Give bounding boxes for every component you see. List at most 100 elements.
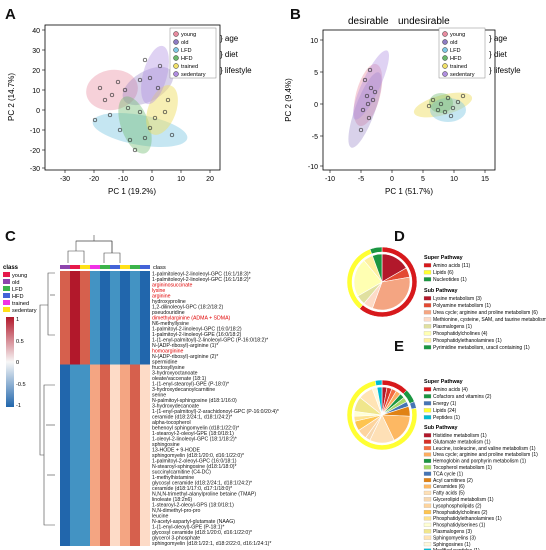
heatmap-cell [70,315,80,321]
heatmap-cell [120,540,130,546]
heatmap-cell [120,419,130,425]
heatmap-cell [140,375,150,381]
heatmap-cell [130,397,140,403]
heatmap-cell [80,337,90,343]
heatmap-cell [110,524,120,530]
heatmap-cell [60,513,70,519]
heatmap-cell [110,298,120,304]
legend-swatch [423,535,432,540]
heatmap-row-label: oleate/vaccenate (18:1) [152,376,206,382]
heatmap-cell [80,287,90,293]
c-class-legend: young old LFD HFD trained sedentary [3,272,37,314]
heatmap-cell [60,507,70,513]
heatmap-cell [140,298,150,304]
c-scale-tick: -1 [16,403,21,409]
heatmap-cell [80,430,90,436]
legend-swatch [423,296,432,301]
legend-swatch [423,484,432,489]
heatmap-cell [60,540,70,546]
heatmap-cell [80,320,90,326]
c-scale-tick: 0 [16,360,19,366]
heatmap-cell [90,485,100,491]
heatmap-cell [120,309,130,315]
legend-swatch [423,497,432,502]
heatmap-cell [120,491,130,497]
d-donut-chart [346,246,418,318]
a-legend-young: young [181,32,196,38]
donut-inner-segment [376,386,383,416]
legend-swatch [423,317,432,322]
heatmap-cell [90,309,100,315]
c-class-bar [60,265,150,269]
heatmap-cell [70,370,80,376]
heatmap-cell [90,353,100,359]
a-xlabel: PC 1 (19.2%) [108,187,156,196]
heatmap-cell [80,458,90,464]
heatmap-cell [140,320,150,326]
heatmap-cell [140,326,150,332]
heatmap-cell [140,436,150,442]
c-legend-title: class [3,265,19,271]
heatmap-cell [110,282,120,288]
heatmap-cell [130,458,140,464]
heatmap-cell [100,513,110,519]
heatmap-row-label: hydroxyproline [152,299,186,305]
b-legend-hfd: HFD [450,56,462,62]
donut-outer-segment [374,379,383,386]
heatmap-cell [80,315,90,321]
legend-swatch [423,310,432,315]
heatmap-cell [130,386,140,392]
heatmap-row-label: ceramide (d18:2/24:1, d18:1/24:2)* [152,415,232,421]
heatmap-cell [110,540,120,546]
heatmap-cell [80,359,90,365]
heatmap-row-label: N-(ADP-ribosyl)-arginine (2)* [152,354,218,360]
heatmap-cell [70,381,80,387]
heatmap-cell [60,364,70,370]
a-xtick: -20 [89,176,99,183]
heatmap-cell [100,276,110,282]
b-xtick: 10 [450,176,458,183]
heatmap-cell [80,529,90,535]
heatmap-cell [80,293,90,299]
legend-swatch [423,394,432,399]
legend-swatch [423,490,432,495]
legend-label: Histidine metabolism (1) [433,433,487,439]
legend-swatch [423,465,432,470]
d-super-legend: Amino acids (11)Lipids (6)Nucleotides (1… [423,263,470,283]
heatmap-cell [120,436,130,442]
heatmap-row-label: 1-stearoyl-2-oleoyl-GPS (18:0/18:1) [152,503,234,509]
heatmap-cell [140,392,150,398]
heatmap-cell [70,298,80,304]
heatmap-cell [130,287,140,293]
heatmap-cell [60,535,70,541]
a-xtick: -10 [118,176,128,183]
legend-swatch [423,458,432,463]
heatmap-row-label: linoleate (18:2n6) [152,497,192,503]
heatmap-row-label: glycosyl ceramide (d18:1/20:0, d16:1/22:… [152,530,252,536]
heatmap-cell [70,518,80,524]
heatmap-cell [100,293,110,299]
a-xtick: 10 [177,176,185,183]
heatmap-cell [80,491,90,497]
heatmap-row-label: serine [152,393,166,399]
heatmap-cell [90,282,100,288]
heatmap-cell [90,469,100,475]
heatmap-row-label: ceramide (d18:1/17:0, d17:1/18:0)* [152,486,232,492]
legend-swatch [423,331,432,336]
legend-swatch [423,446,432,451]
heatmap-cell [100,397,110,403]
heatmap-row-label: lysine [152,288,165,294]
heatmap-cell [90,502,100,508]
heatmap-cell [70,326,80,332]
heatmap-cell [80,370,90,376]
heatmap-cell [60,293,70,299]
heatmap-cell [90,480,100,486]
heatmap-cell [100,309,110,315]
heatmap-cell [70,337,80,343]
heatmap-cell [110,381,120,387]
heatmap-cell [110,359,120,365]
heatmap-cell [60,524,70,530]
heatmap-cell [60,397,70,403]
c-row-labels: 1-palmitoleoyl-2-linoleoyl-GPC (16:1/18:… [152,272,279,548]
heatmap-cell [110,309,120,315]
